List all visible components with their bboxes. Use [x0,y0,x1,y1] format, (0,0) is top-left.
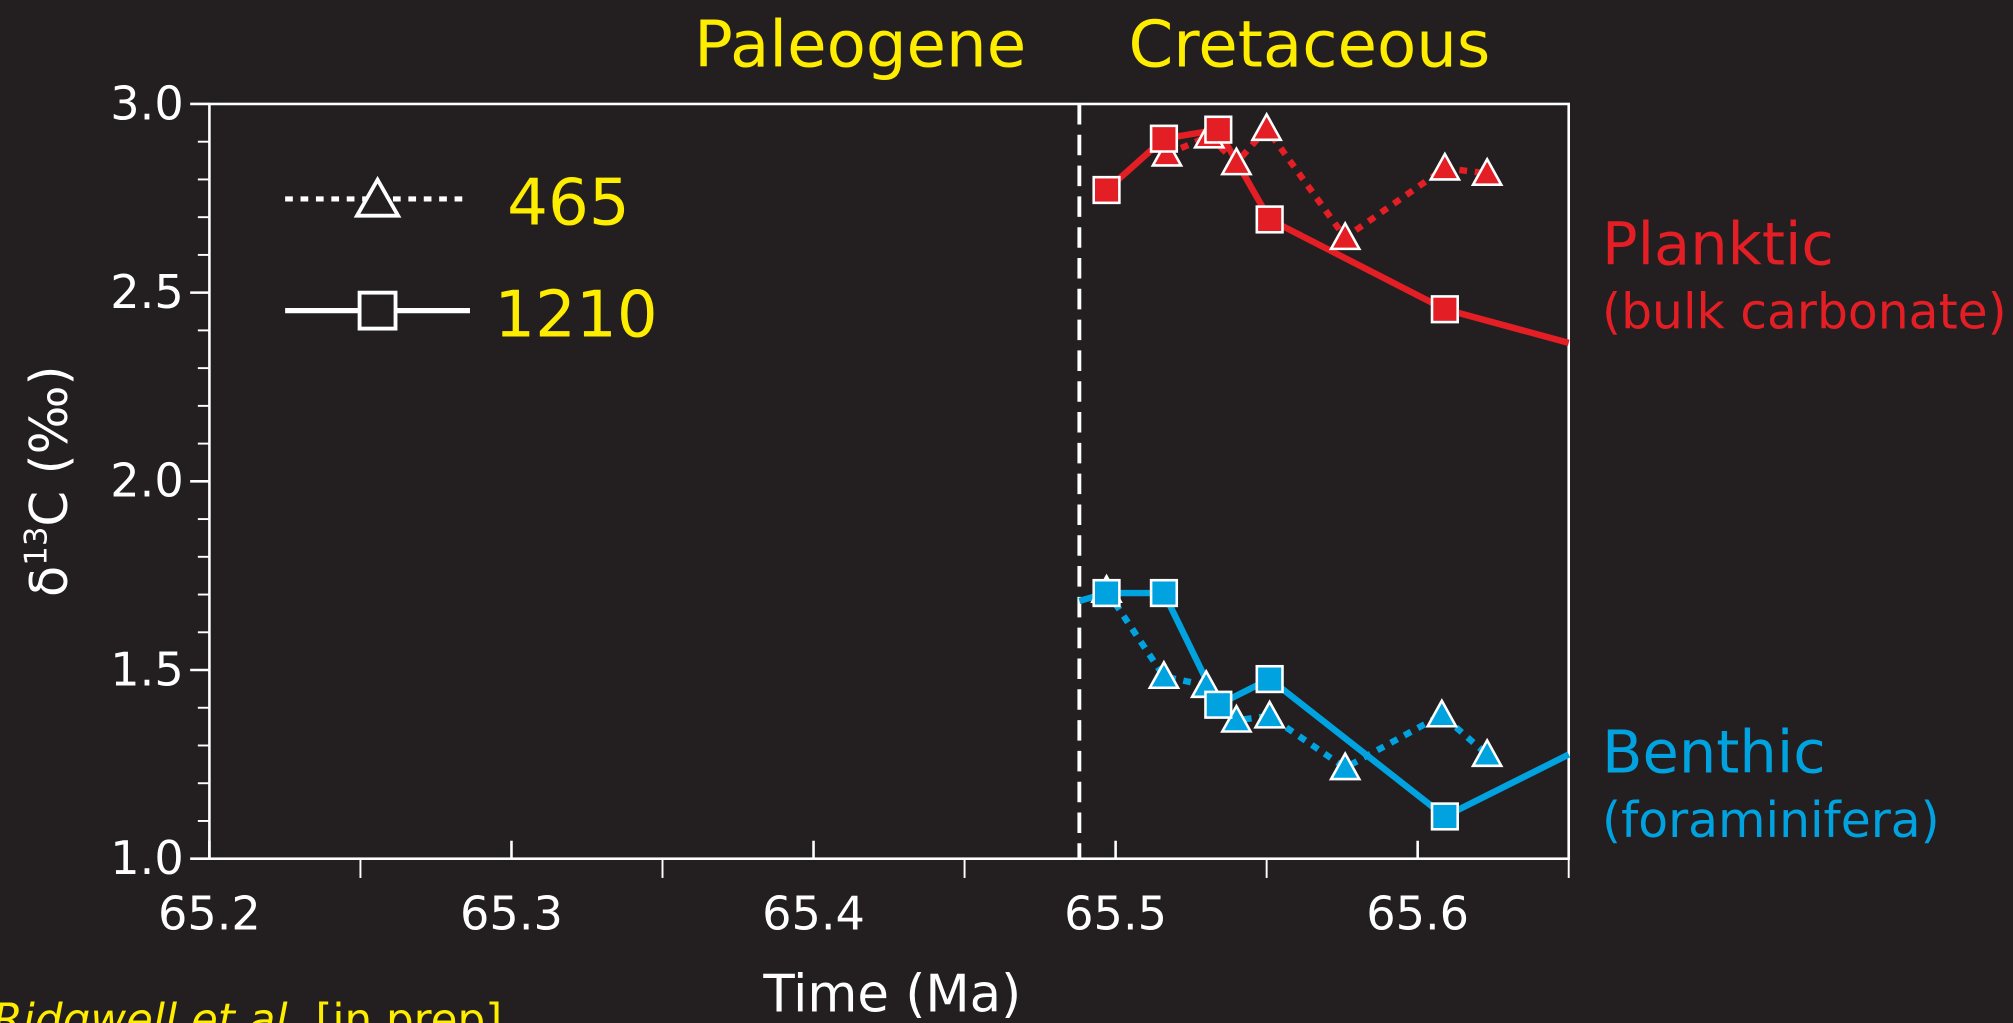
square-marker [1149,578,1179,608]
group-note: (bulk carbonate) [1602,284,2007,341]
triangle-marker [1250,111,1283,142]
x-tick-label: 65.5 [1064,886,1167,940]
plot-frame [208,102,1570,860]
y-axis-label: δ13C (‰) [18,365,80,597]
x-tick-label: 65.6 [1366,886,1469,940]
y-axis-label-part: δ [20,566,80,597]
source-note: Ridgwell et al. [in prep] [0,995,502,1023]
group-label: Planktic [1602,209,1834,278]
y-axis-label-part: C (‰) [20,365,80,526]
source-authors: Ridgwell et al. [0,995,301,1023]
triangle-marker [1220,146,1253,176]
y-tick-label: 2.0 [110,454,183,508]
legend-triangle [353,175,402,218]
square-marker [1255,205,1284,234]
legend-label: 1210 [494,277,657,352]
x-tick-label: 65.3 [460,886,563,940]
square-marker [1255,664,1284,694]
square-marker [1430,802,1459,831]
source-status: [in prep] [301,995,502,1023]
series-line [1078,589,1571,821]
square-marker [1092,175,1121,205]
x-tick-label: 65.2 [158,886,261,940]
y-tick-label: 1.0 [110,831,183,885]
x-tick-label: 65.4 [762,886,865,940]
triangle-marker [1425,698,1459,728]
square-marker [1204,690,1233,719]
y-axis-label-sup: 13 [18,527,54,566]
group-note: (foraminifera) [1602,792,1940,849]
group-label: Benthic [1602,718,1826,787]
period-label: Paleogene [694,8,1026,83]
triangle-marker [1470,156,1504,186]
square-marker [1204,115,1233,144]
y-tick-label: 3.0 [110,76,183,130]
triangle-marker [1147,659,1181,690]
square-marker [1430,295,1459,324]
legend-square [357,290,398,331]
triangle-marker [1253,699,1286,729]
triangle-marker [1328,750,1362,781]
period-label: Cretaceous [1129,8,1491,83]
square-marker [1149,124,1179,153]
y-tick-label: 1.5 [110,642,183,696]
y-tick-label: 2.5 [110,265,183,319]
legend-label: 465 [507,166,629,241]
x-axis-label: Time (Ma) [762,964,1021,1023]
triangle-marker [1328,220,1362,251]
triangle-marker [1470,737,1504,768]
triangle-marker [1428,151,1462,181]
square-marker [1092,578,1121,608]
